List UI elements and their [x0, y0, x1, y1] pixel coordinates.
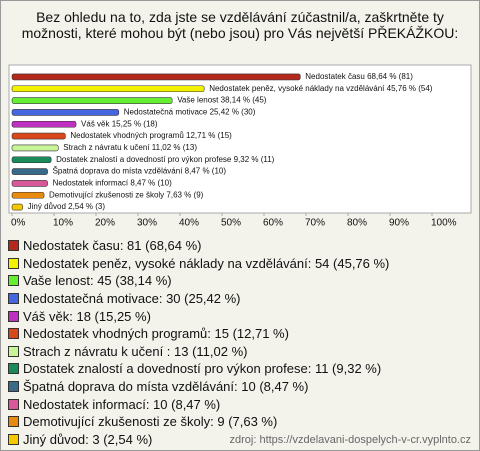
value-label: Strach z návratu k učení 11,02 % (13)	[63, 143, 197, 152]
x-tick-label: 60%	[263, 218, 283, 229]
bar	[11, 109, 120, 116]
value-label: Špatná doprava do místa vzdělávání 8,47 …	[53, 167, 227, 176]
x-tick-label: 10%	[53, 218, 73, 229]
chart-title: Bez ohledu na to, zda jste se vzdělávání…	[21, 9, 459, 41]
legend-label: Váš věk: 18 (15,25 %)	[23, 308, 151, 324]
value-label: Nedostatečná motivace 25,42 % (30)	[124, 108, 256, 117]
bar	[11, 97, 173, 104]
value-label: Demotivující zkušenosti ze školy 7,63 % …	[49, 190, 204, 199]
x-tick-label: 100%	[431, 218, 457, 229]
legend-swatch	[8, 275, 19, 287]
legend-entry: Strach z návratu k učení : 13 (11,02 %)	[8, 343, 389, 361]
legend-swatch	[8, 345, 19, 357]
value-label: Váš věk 15,25 % (18)	[81, 119, 158, 128]
value-label: Nedostatek vhodných programů 12,71 % (15…	[70, 131, 232, 140]
bar	[11, 144, 59, 152]
bar	[11, 180, 48, 187]
legend-label: Nedostatek peněz, vysoké náklady na vzdě…	[23, 255, 390, 271]
legend-swatch	[8, 433, 19, 445]
value-label: Nedostatek peněz, vysoké náklady na vzdě…	[209, 84, 433, 93]
value-label: Jiný důvod 2,54 % (3)	[28, 202, 106, 211]
bar	[11, 85, 205, 93]
bar	[11, 203, 23, 211]
legend-entry: Špatná doprava do místa vzdělávání: 10 (…	[8, 378, 389, 396]
bar	[11, 168, 48, 175]
bar	[11, 132, 66, 140]
bar	[11, 156, 52, 164]
legend-swatch	[8, 381, 19, 393]
legend-swatch	[8, 328, 19, 340]
x-tick-label: 20%	[95, 218, 115, 229]
legend-swatch	[8, 293, 19, 305]
legend-entry: Nedostatečná motivace: 30 (25,42 %)	[8, 290, 389, 308]
legend-swatch	[8, 310, 19, 322]
legend-swatch	[8, 240, 19, 252]
legend-label: Dostatek znalostí a dovedností pro výkon…	[23, 361, 382, 377]
value-label: Vaše lenost 38,14 % (45)	[177, 96, 267, 105]
legend-label: Špatná doprava do místa vzdělávání: 10 (…	[23, 379, 309, 395]
legend-label: Strach z návratu k učení : 13 (11,02 %)	[23, 343, 248, 359]
value-label: Nedostatek informací 8,47 % (10)	[53, 179, 173, 188]
legend-entry: Nedostatek peněz, vysoké náklady na vzdě…	[8, 255, 389, 273]
bar	[11, 73, 301, 81]
legend-entry: Jiný důvod: 3 (2,54 %)	[8, 431, 389, 449]
legend-entry: Nedostatek vhodných programů: 15 (12,71 …	[8, 325, 389, 343]
x-tick-label: 80%	[347, 218, 367, 229]
legend-label: Nedostatečná motivace: 30 (25,42 %)	[23, 291, 241, 307]
x-tick-label: 70%	[305, 218, 325, 229]
legend: Nedostatek času: 81 (68,64 %) Nedostatek …	[8, 237, 389, 448]
x-tick-label: 40%	[179, 218, 199, 229]
legend-swatch	[8, 257, 19, 269]
value-label: Nedostatek času 68,64 % (81)	[305, 72, 413, 81]
legend-label: Nedostatek času: 81 (68,64 %)	[23, 238, 202, 254]
legend-swatch	[8, 416, 19, 428]
legend-entry: Dostatek znalostí a dovedností pro výkon…	[8, 360, 389, 378]
bar	[11, 120, 77, 128]
legend-label: Jiný důvod: 3 (2,54 %)	[23, 431, 153, 447]
legend-swatch	[8, 363, 19, 375]
legend-swatch	[8, 398, 19, 410]
legend-label: Nedostatek vhodných programů: 15 (12,71 …	[23, 326, 289, 342]
x-tick-label: 0%	[11, 218, 26, 229]
x-tick-label: 50%	[221, 218, 241, 229]
legend-entry: Demotivující zkušenosti ze školy: 9 (7,6…	[8, 413, 389, 431]
legend-entry: Nedostatek informací: 10 (8,47 %)	[8, 395, 389, 413]
bar	[11, 191, 45, 199]
legend-entry: Váš věk: 18 (15,25 %)	[8, 307, 389, 325]
legend-entry: Nedostatek času: 81 (68,64 %)	[8, 237, 389, 255]
legend-label: Vaše lenost: 45 (38,14 %)	[23, 273, 172, 289]
x-tick-label: 90%	[389, 218, 409, 229]
source: zdroj: https://vzdelavani-dospelych-v-cr…	[229, 434, 472, 446]
value-label: Dostatek znalostí a dovedností pro výkon…	[56, 155, 275, 164]
legend-label: Demotivující zkušenosti ze školy: 9 (7,6…	[23, 414, 278, 430]
legend-label: Nedostatek informací: 10 (8,47 %)	[23, 396, 221, 412]
legend-entry: Vaše lenost: 45 (38,14 %)	[8, 272, 389, 290]
x-tick-label: 30%	[137, 218, 157, 229]
